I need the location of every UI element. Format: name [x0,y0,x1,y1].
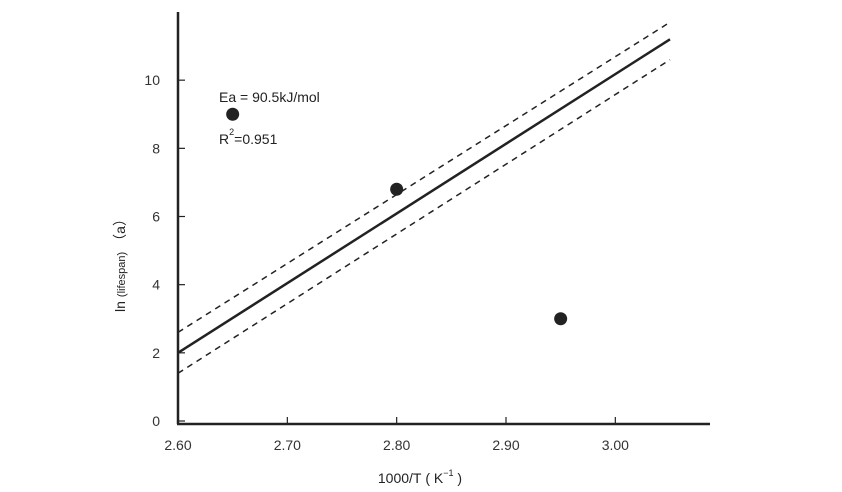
data-point [554,312,568,326]
y-tick-label: 2 [152,345,160,361]
y-tick-label: 4 [152,277,160,293]
confidence-lower-line [177,59,671,374]
data-points [226,107,568,326]
x-tick-label: 3.00 [602,437,629,453]
x-axis-label: 1000/T ( K−1 ) [378,468,462,486]
x-tick-label: 2.70 [274,437,301,453]
y-tick-label: 8 [152,140,160,156]
data-point [226,107,240,121]
x-tick-label: 2.90 [492,437,519,453]
x-tick-label: 2.80 [383,437,410,453]
axes [176,12,710,426]
data-point [390,182,404,196]
x-ticks: 2.60 2.70 2.80 2.90 3.00 [164,417,629,453]
y-axis-label: ln(lifespan)（a） [112,212,128,312]
y-tick-label: 6 [152,209,160,225]
confidence-upper-line [177,21,671,334]
y-tick-label: 10 [144,72,160,88]
annotation-ea: Ea = 90.5kJ/mol [219,89,320,105]
y-ticks: 0 2 4 6 8 10 [144,72,185,429]
fit-lines [177,21,671,374]
x-tick-label: 2.60 [164,437,191,453]
annotation-r2: R2=0.951 [219,127,278,147]
y-tick-label: 0 [152,413,160,429]
regression-line [177,38,671,354]
